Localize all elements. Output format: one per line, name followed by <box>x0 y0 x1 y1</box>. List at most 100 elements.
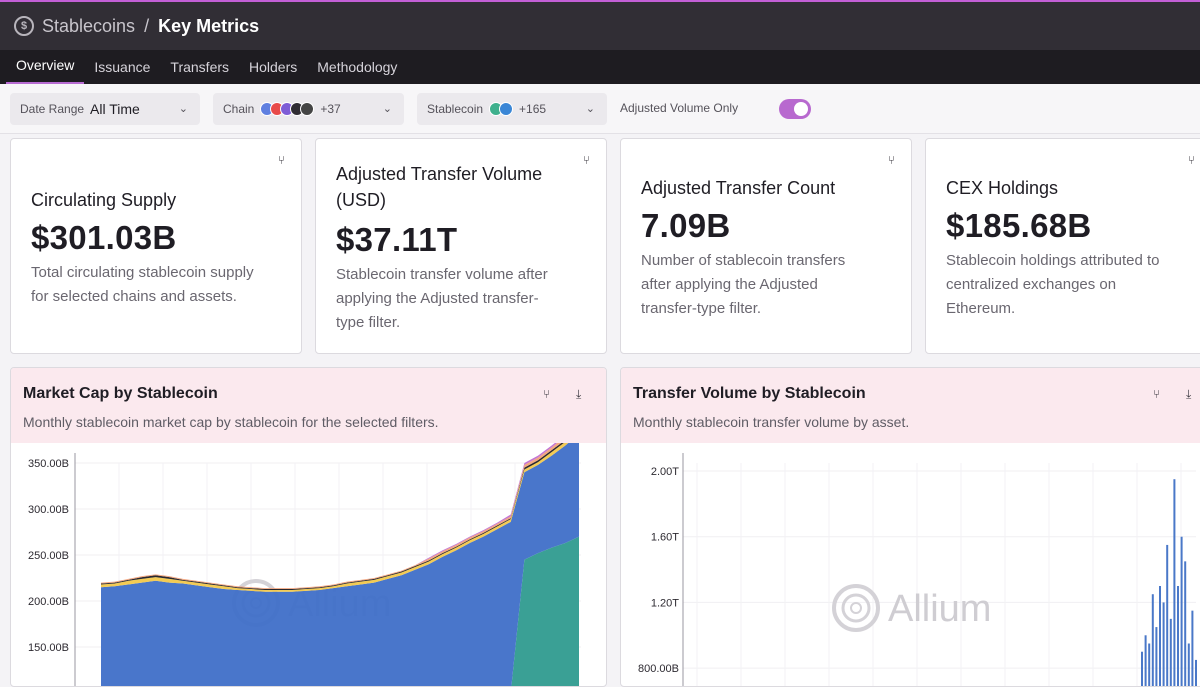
kpi-title-line2: (USD) <box>336 187 542 213</box>
kpi-card-cex-holdings: ⑂ CEX Holdings $185.68B Stablecoin holdi… <box>925 138 1200 354</box>
date-range-value: All Time <box>90 101 140 117</box>
kpi-title: CEX Holdings <box>946 175 1058 201</box>
chart-subtitle: Monthly stablecoin market cap by stablec… <box>23 414 439 430</box>
kpi-card-circulating-supply: ⑂ Circulating Supply $301.03B Total circ… <box>10 138 302 354</box>
bar <box>1184 561 1186 687</box>
bar <box>1166 545 1168 687</box>
kpi-description-line: transfer-type filter. <box>641 297 845 321</box>
kpi-value: $185.68B <box>946 207 1092 245</box>
bar <box>1173 479 1175 687</box>
y-tick-label: 150.00B <box>28 642 69 654</box>
chain-logos <box>260 102 314 116</box>
kpi-value: $301.03B <box>31 219 177 257</box>
kpi-description-line: applying the Adjusted transfer- <box>336 287 548 311</box>
kpi-value: 7.09B <box>641 207 731 245</box>
area-series-1 <box>101 443 579 687</box>
kpi-description-line: Total circulating stablecoin supply <box>31 261 254 285</box>
chart-title: Transfer Volume by Stablecoin <box>633 385 866 403</box>
market-cap-chart: 350.00B300.00B250.00B200.00B150.00BAlliu… <box>11 443 607 687</box>
stablecoin-logos <box>489 102 513 116</box>
chain-more-count: +37 <box>320 102 340 116</box>
kpi-title: Adjusted Transfer Count <box>641 175 835 201</box>
kpi-description-line: Ethereum. <box>946 297 1159 321</box>
chain-dropdown[interactable]: Chain +37 ⌄ <box>213 93 404 125</box>
download-icon[interactable]: ⤓ <box>576 387 581 402</box>
tab-overview[interactable]: Overview <box>6 50 84 84</box>
kpi-description-line: after applying the Adjusted <box>641 273 845 297</box>
dollar-coin-icon: $ <box>14 16 34 36</box>
kpi-description-line: Number of stablecoin transfers <box>641 249 845 273</box>
y-tick-label: 1.60T <box>651 532 679 544</box>
bar <box>1141 652 1143 687</box>
branch-icon[interactable]: ⑂ <box>1188 153 1195 167</box>
adjusted-volume-toggle[interactable] <box>779 99 811 119</box>
kpi-value: $37.11T <box>336 221 457 259</box>
bar <box>1177 586 1179 687</box>
bar <box>1195 660 1197 687</box>
chart-subtitle: Monthly stablecoin transfer volume by as… <box>633 414 909 430</box>
chain-logo-icon-4 <box>300 102 314 116</box>
date-range-dropdown[interactable]: Date Range All Time ⌄ <box>10 93 200 125</box>
chart-title: Market Cap by Stablecoin <box>23 385 218 403</box>
y-tick-label: 350.00B <box>28 458 69 470</box>
download-icon[interactable]: ⤓ <box>1186 387 1191 402</box>
kpi-card-adjusted-transfer-volume: ⑂ Adjusted Transfer Volume (USD) $37.11T… <box>315 138 607 354</box>
bar <box>1163 602 1165 687</box>
stablecoin-label: Stablecoin <box>427 102 483 116</box>
bar <box>1170 619 1172 687</box>
stablecoin-logo-icon-1 <box>499 102 513 116</box>
tab-methodology[interactable]: Methodology <box>307 50 407 84</box>
chart-card-transfer-volume: Transfer Volume by Stablecoin Monthly st… <box>620 367 1200 687</box>
branch-icon[interactable]: ⑂ <box>278 153 285 167</box>
bar <box>1188 644 1190 687</box>
page-title: Key Metrics <box>158 16 259 37</box>
branch-icon[interactable]: ⑂ <box>583 153 590 167</box>
toggle-knob <box>794 102 808 116</box>
chevron-down-icon: ⌄ <box>586 102 595 115</box>
chain-label: Chain <box>223 102 254 116</box>
date-range-label: Date Range <box>20 102 84 116</box>
kpi-description-line: type filter. <box>336 311 548 335</box>
y-tick-label: 250.00B <box>28 550 69 562</box>
tab-transfers[interactable]: Transfers <box>160 50 239 84</box>
allium-watermark: Allium <box>834 586 991 630</box>
kpi-description-line: centralized exchanges on <box>946 273 1159 297</box>
breadcrumb-separator: / <box>144 16 149 37</box>
bar <box>1181 537 1183 687</box>
y-tick-label: 800.00B <box>638 663 679 675</box>
y-tick-label: 300.00B <box>28 504 69 516</box>
kpi-description-line: Stablecoin holdings attributed to <box>946 249 1159 273</box>
chart-card-market-cap: Market Cap by Stablecoin Monthly stablec… <box>10 367 607 687</box>
chart-header: Transfer Volume by Stablecoin Monthly st… <box>621 368 1200 443</box>
kpi-description-line: for selected chains and assets. <box>31 285 254 309</box>
branch-icon[interactable]: ⑂ <box>888 153 895 167</box>
adjusted-volume-label: Adjusted Volume Only <box>620 101 738 115</box>
kpi-description-line: Stablecoin transfer volume after <box>336 263 548 287</box>
tab-issuance[interactable]: Issuance <box>84 50 160 84</box>
watermark-text: Allium <box>888 588 991 630</box>
stablecoin-more-count: +165 <box>519 102 546 116</box>
chevron-down-icon: ⌄ <box>383 102 392 115</box>
filter-bar: Date Range All Time ⌄ Chain +37 ⌄ Stable… <box>0 84 1200 134</box>
chart-header: Market Cap by Stablecoin Monthly stablec… <box>11 368 606 443</box>
breadcrumb-app[interactable]: Stablecoins <box>42 16 135 37</box>
branch-icon[interactable]: ⑂ <box>543 387 550 401</box>
bar <box>1148 644 1150 687</box>
top-bar: $ Stablecoins / Key Metrics <box>0 0 1200 50</box>
tab-bar: Overview Issuance Transfers Holders Meth… <box>0 50 1200 84</box>
y-tick-label: 1.20T <box>651 597 679 609</box>
tab-holders[interactable]: Holders <box>239 50 307 84</box>
bar <box>1191 611 1193 687</box>
bar <box>1152 594 1154 687</box>
transfer-volume-chart: 2.00T 1.60T 1.20T 800.00B Allium <box>621 443 1200 687</box>
stablecoin-dropdown[interactable]: Stablecoin +165 ⌄ <box>417 93 607 125</box>
bar <box>1145 635 1147 687</box>
chevron-down-icon: ⌄ <box>179 102 188 115</box>
kpi-title: Circulating Supply <box>31 187 176 213</box>
branch-icon[interactable]: ⑂ <box>1153 387 1160 401</box>
bar <box>1159 586 1161 687</box>
kpi-card-adjusted-transfer-count: ⑂ Adjusted Transfer Count 7.09B Number o… <box>620 138 912 354</box>
y-tick-label: 2.00T <box>651 466 679 478</box>
bar <box>1155 627 1157 687</box>
kpi-title: Adjusted Transfer Volume <box>336 161 542 187</box>
